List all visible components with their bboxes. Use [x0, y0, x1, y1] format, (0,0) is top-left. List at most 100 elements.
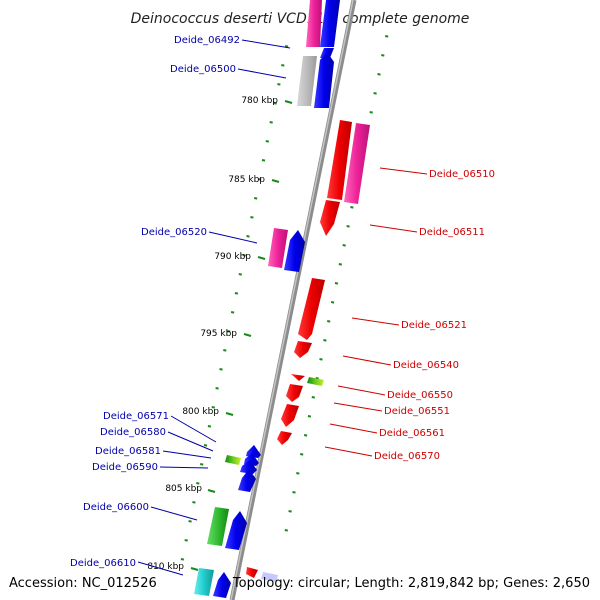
gene-feature[interactable]: [207, 507, 229, 546]
label-leader: [379, 167, 428, 175]
gc-dot: [315, 377, 319, 380]
gc-dot: [334, 282, 339, 285]
gc-dot: [192, 501, 196, 504]
gc-dot: [219, 368, 223, 371]
kbp-tick-label: 795 kbp: [200, 329, 237, 339]
gene-label[interactable]: Deide_06600: [83, 502, 149, 513]
gene-feature[interactable]: [238, 469, 256, 492]
kbp-tick-label: 780 kbp: [241, 96, 278, 106]
gc-dot: [327, 320, 331, 323]
gc-dot: [284, 45, 289, 48]
gc-dot: [273, 102, 277, 105]
gc-dot: [200, 463, 204, 466]
gc-dot: [223, 349, 227, 352]
label-leader: [337, 385, 386, 396]
gc-dot: [323, 339, 327, 342]
kbp-scale: 780 kbp 785 kbp 790 kbp 795 kbp 800 kbp …: [147, 96, 293, 572]
label-leader: [150, 506, 198, 521]
gc-dot: [196, 482, 200, 485]
label-leader: [329, 423, 378, 434]
gc-dot: [257, 178, 262, 181]
gc-dot: [369, 111, 373, 114]
gene-label[interactable]: Deide_06610: [70, 558, 136, 569]
label-leader: [167, 431, 214, 452]
gene-label[interactable]: Deide_06520: [141, 227, 207, 238]
gene-label[interactable]: Deide_06571: [103, 411, 169, 422]
gene-feature[interactable]: [277, 431, 292, 445]
gene-label[interactable]: Deide_06492: [174, 35, 240, 46]
gene-feature[interactable]: [213, 572, 231, 598]
gc-dot: [238, 273, 242, 276]
gc-dot: [338, 263, 342, 266]
gene-feature[interactable]: [225, 455, 241, 465]
kbp-tick-label: 785 kbp: [228, 175, 265, 185]
gene-label[interactable]: Deide_06510: [429, 169, 495, 180]
genome-summary-text: Topology: circular; Length: 2,819,842 bp…: [232, 576, 590, 591]
gene-feature[interactable]: [298, 278, 325, 340]
gc-dot: [377, 73, 381, 76]
gene-label[interactable]: Deide_06550: [387, 390, 453, 401]
gene-feature[interactable]: [246, 567, 258, 578]
gc-dot: [342, 244, 346, 247]
kbp-tick-label: 805 kbp: [165, 484, 202, 494]
gene-feature[interactable]: [284, 230, 305, 272]
gene-feature[interactable]: [281, 404, 299, 427]
label-leader: [237, 68, 287, 79]
gene-label[interactable]: Deide_06551: [384, 406, 450, 417]
gc-dot: [281, 64, 285, 67]
gene-feature[interactable]: [268, 228, 288, 268]
gc-dot: [265, 140, 269, 143]
gene-label[interactable]: Deide_06500: [170, 64, 236, 75]
gene-label[interactable]: Deide_06580: [100, 427, 166, 438]
gc-dot: [296, 472, 300, 475]
gene-feature[interactable]: [194, 568, 214, 596]
gene-feature[interactable]: [344, 123, 370, 204]
gene-feature[interactable]: [225, 511, 247, 550]
gene-feature[interactable]: [327, 120, 352, 200]
gene-feature[interactable]: [306, 0, 322, 47]
label-leader: [162, 450, 212, 459]
gene-feature[interactable]: [261, 572, 278, 582]
gene-label[interactable]: Deide_06561: [379, 428, 445, 439]
gene-label[interactable]: Deide_06511: [419, 227, 485, 238]
gc-dot: [288, 510, 292, 513]
gc-dot: [350, 206, 354, 209]
label-leader: [351, 317, 400, 326]
gc-dot: [234, 292, 239, 295]
right-labels: Deide_06510 Deide_06511 Deide_06521 Deid…: [324, 167, 495, 462]
gene-feature[interactable]: [307, 377, 324, 386]
gc-dot: [319, 358, 323, 361]
gc-dot: [211, 406, 215, 409]
gene-feature[interactable]: [291, 374, 305, 381]
gc-dot: [254, 197, 258, 200]
gene-label[interactable]: Deide_06540: [393, 360, 459, 371]
gene-label[interactable]: Deide_06590: [92, 462, 158, 473]
gc-dot: [180, 558, 185, 561]
gc-dot: [188, 520, 192, 523]
kbp-tick-label: 790 kbp: [214, 252, 251, 262]
gene-feature[interactable]: [314, 52, 334, 108]
gene-feature[interactable]: [246, 445, 261, 458]
left-labels: Deide_06492 Deide_06500 Deide_06520 Deid…: [70, 35, 291, 576]
gene-feature[interactable]: [297, 56, 317, 106]
label-leader: [333, 402, 383, 412]
gc-dot: [207, 425, 212, 428]
gene-feature[interactable]: [320, 200, 340, 236]
gc-dot: [284, 529, 288, 532]
gc-dot: [227, 330, 231, 333]
accession-text: Accession: NC_012526: [9, 576, 157, 591]
gc-dot: [261, 159, 266, 162]
kbp-tick-mark: [243, 333, 252, 337]
gc-dot: [250, 216, 254, 219]
gene-feature[interactable]: [240, 460, 257, 474]
gc-dot: [277, 83, 281, 86]
gene-feature[interactable]: [320, 0, 340, 47]
gc-dot: [311, 396, 315, 399]
gene-label[interactable]: Deide_06570: [374, 451, 440, 462]
gene-feature[interactable]: [294, 341, 312, 358]
gc-dot: [269, 121, 273, 124]
gene-label[interactable]: Deide_06581: [95, 446, 161, 457]
gene-label[interactable]: Deide_06521: [401, 320, 467, 331]
gene-feature[interactable]: [286, 384, 303, 402]
